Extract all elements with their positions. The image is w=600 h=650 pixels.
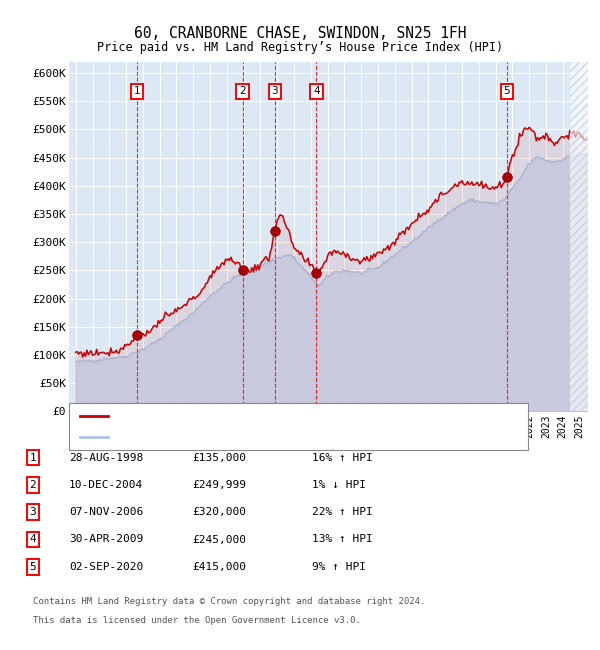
Text: 02-SEP-2020: 02-SEP-2020 <box>69 562 143 572</box>
Text: 28-AUG-1998: 28-AUG-1998 <box>69 452 143 463</box>
Text: 2: 2 <box>29 480 37 490</box>
Text: Price paid vs. HM Land Registry’s House Price Index (HPI): Price paid vs. HM Land Registry’s House … <box>97 41 503 54</box>
Text: £135,000: £135,000 <box>192 452 246 463</box>
Text: 60, CRANBORNE CHASE, SWINDON, SN25 1FH: 60, CRANBORNE CHASE, SWINDON, SN25 1FH <box>134 26 466 42</box>
Text: 22% ↑ HPI: 22% ↑ HPI <box>312 507 373 517</box>
Text: 1: 1 <box>134 86 140 96</box>
Bar <box>570 62 588 411</box>
Text: 16% ↑ HPI: 16% ↑ HPI <box>312 452 373 463</box>
Text: 9% ↑ HPI: 9% ↑ HPI <box>312 562 366 572</box>
Text: 07-NOV-2006: 07-NOV-2006 <box>69 507 143 517</box>
Text: 1% ↓ HPI: 1% ↓ HPI <box>312 480 366 490</box>
Text: 5: 5 <box>503 86 510 96</box>
Text: 13% ↑ HPI: 13% ↑ HPI <box>312 534 373 545</box>
Text: 3: 3 <box>271 86 278 96</box>
Text: 30-APR-2009: 30-APR-2009 <box>69 534 143 545</box>
Text: 60, CRANBORNE CHASE, SWINDON, SN25 1FH (detached house): 60, CRANBORNE CHASE, SWINDON, SN25 1FH (… <box>113 411 457 421</box>
Text: 4: 4 <box>313 86 320 96</box>
Text: £245,000: £245,000 <box>192 534 246 545</box>
Text: 10-DEC-2004: 10-DEC-2004 <box>69 480 143 490</box>
Text: £249,999: £249,999 <box>192 480 246 490</box>
Text: 5: 5 <box>29 562 37 572</box>
Text: 3: 3 <box>29 507 37 517</box>
Text: 1: 1 <box>29 452 37 463</box>
Text: This data is licensed under the Open Government Licence v3.0.: This data is licensed under the Open Gov… <box>33 616 361 625</box>
Text: £320,000: £320,000 <box>192 507 246 517</box>
Text: Contains HM Land Registry data © Crown copyright and database right 2024.: Contains HM Land Registry data © Crown c… <box>33 597 425 606</box>
Text: 4: 4 <box>29 534 37 545</box>
Text: £415,000: £415,000 <box>192 562 246 572</box>
Text: 2: 2 <box>239 86 246 96</box>
Text: HPI: Average price, detached house, Swindon: HPI: Average price, detached house, Swin… <box>113 432 382 442</box>
